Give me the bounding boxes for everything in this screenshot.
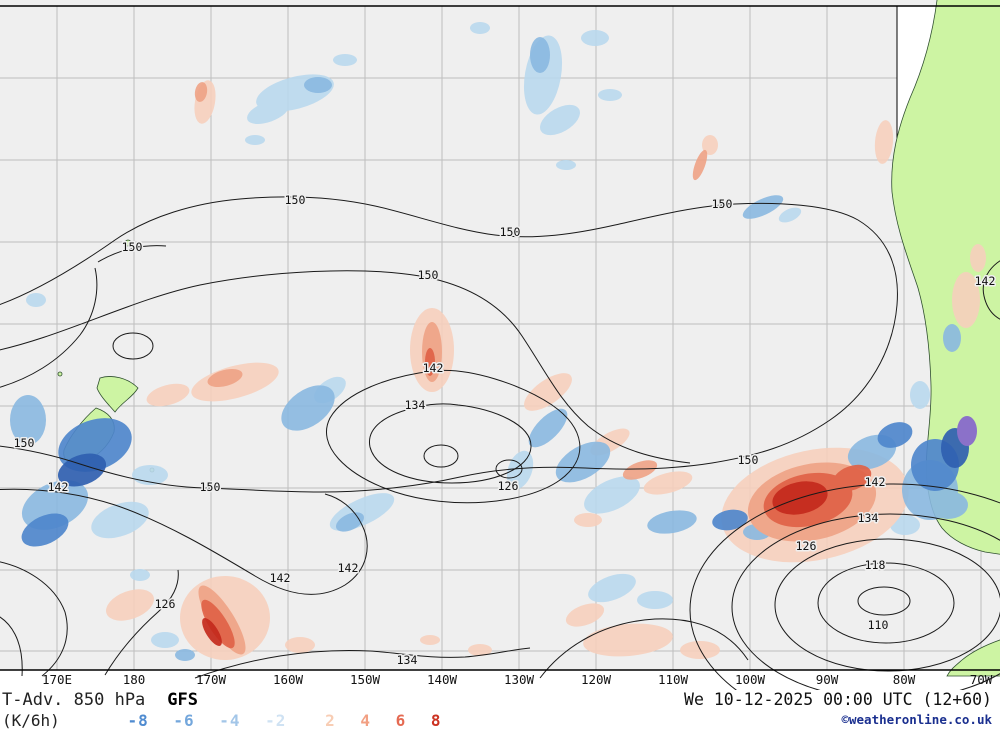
axis-label: 170E [42,672,72,687]
footer: T-Adv. 850 hPa GFS (K/6h) -8 -6 -4 -2 2 4… [0,690,1000,733]
valid-datetime-label: We 10-12-2025 00:00 UTC (12+60) [684,690,992,709]
axis-label: 90W [816,672,839,687]
contour-label: 150 [500,225,521,239]
axis-label: 160W [273,672,304,687]
contour-label: 126 [796,539,817,553]
contour-label: 150 [285,193,306,207]
ocean-background [0,0,1000,670]
contour-label: 110 [868,618,889,632]
legend-value: 6 [395,711,407,730]
contour-label: 150 [712,197,733,211]
axis-label: 140W [427,672,458,687]
map-title: T-Adv. 850 hPa [2,690,146,710]
copyright-link[interactable]: ©weatheronline.co.uk [841,712,992,727]
map-frame [0,5,1000,671]
footer-right: We 10-12-2025 00:00 UTC (12+60) ©weather… [684,690,992,727]
axis-label: 150W [350,672,381,687]
contour-label: 142 [865,475,886,489]
legend-value: -2 [265,711,287,730]
footer-left: T-Adv. 850 hPa GFS (K/6h) -8 -6 -4 -2 2 4… [2,690,441,730]
legend-value: 2 [325,711,336,730]
axis-label: 130W [504,672,535,687]
axis-label: 100W [735,672,766,687]
axis-label: 170W [196,672,227,687]
contour-label: 142 [975,274,996,288]
contour-label: 150 [122,240,143,254]
contour-label: 126 [155,597,176,611]
contour-labels: 150 150 150 150 150 142 142 134 126 150 … [12,192,997,669]
contour-label: 134 [858,511,879,525]
axis-labels: 170E 180 170W 160W 150W 140W 130W 120W 1… [42,672,993,687]
axis-label: 80W [893,672,916,687]
color-scale-legend: -8 -6 -4 -2 2 4 6 8 [127,711,455,730]
small-island [57,371,63,377]
contour-label: 142 [423,361,444,375]
contour-label: 118 [865,558,886,572]
model-label: GFS [167,690,199,710]
map-title-row: T-Adv. 850 hPa GFS [2,690,198,710]
contour-label: 142 [48,480,69,494]
contour-label: 150 [418,268,439,282]
axis-label: 120W [581,672,612,687]
legend-value: 4 [360,711,371,730]
legend-value: -6 [173,711,195,730]
unit-row: (K/6h) -8 -6 -4 -2 2 4 6 8 [2,711,456,730]
small-island [124,239,132,247]
unit-label: (K/6h) [2,711,60,730]
contour-label: 142 [338,561,359,575]
advection-shading-medium [10,37,968,661]
contour-label: 126 [498,479,519,493]
axis-label: 70W [970,672,993,687]
axis-label: 180 [123,672,146,687]
legend-value: -4 [219,711,241,730]
legend-value: 8 [430,711,442,730]
land-new-zealand-north-island [96,376,139,413]
contour-label: 142 [270,571,291,585]
contour-label: 150 [200,480,221,494]
contour-label: 150 [14,436,35,450]
land-south-america [891,0,1000,555]
contour-label: 134 [397,653,418,667]
contour-label: 150 [738,453,759,467]
axis-label: 110W [658,672,689,687]
legend-value: -8 [127,711,149,730]
contour-label: 134 [405,398,426,412]
land-patagonia-corner [946,639,1000,677]
